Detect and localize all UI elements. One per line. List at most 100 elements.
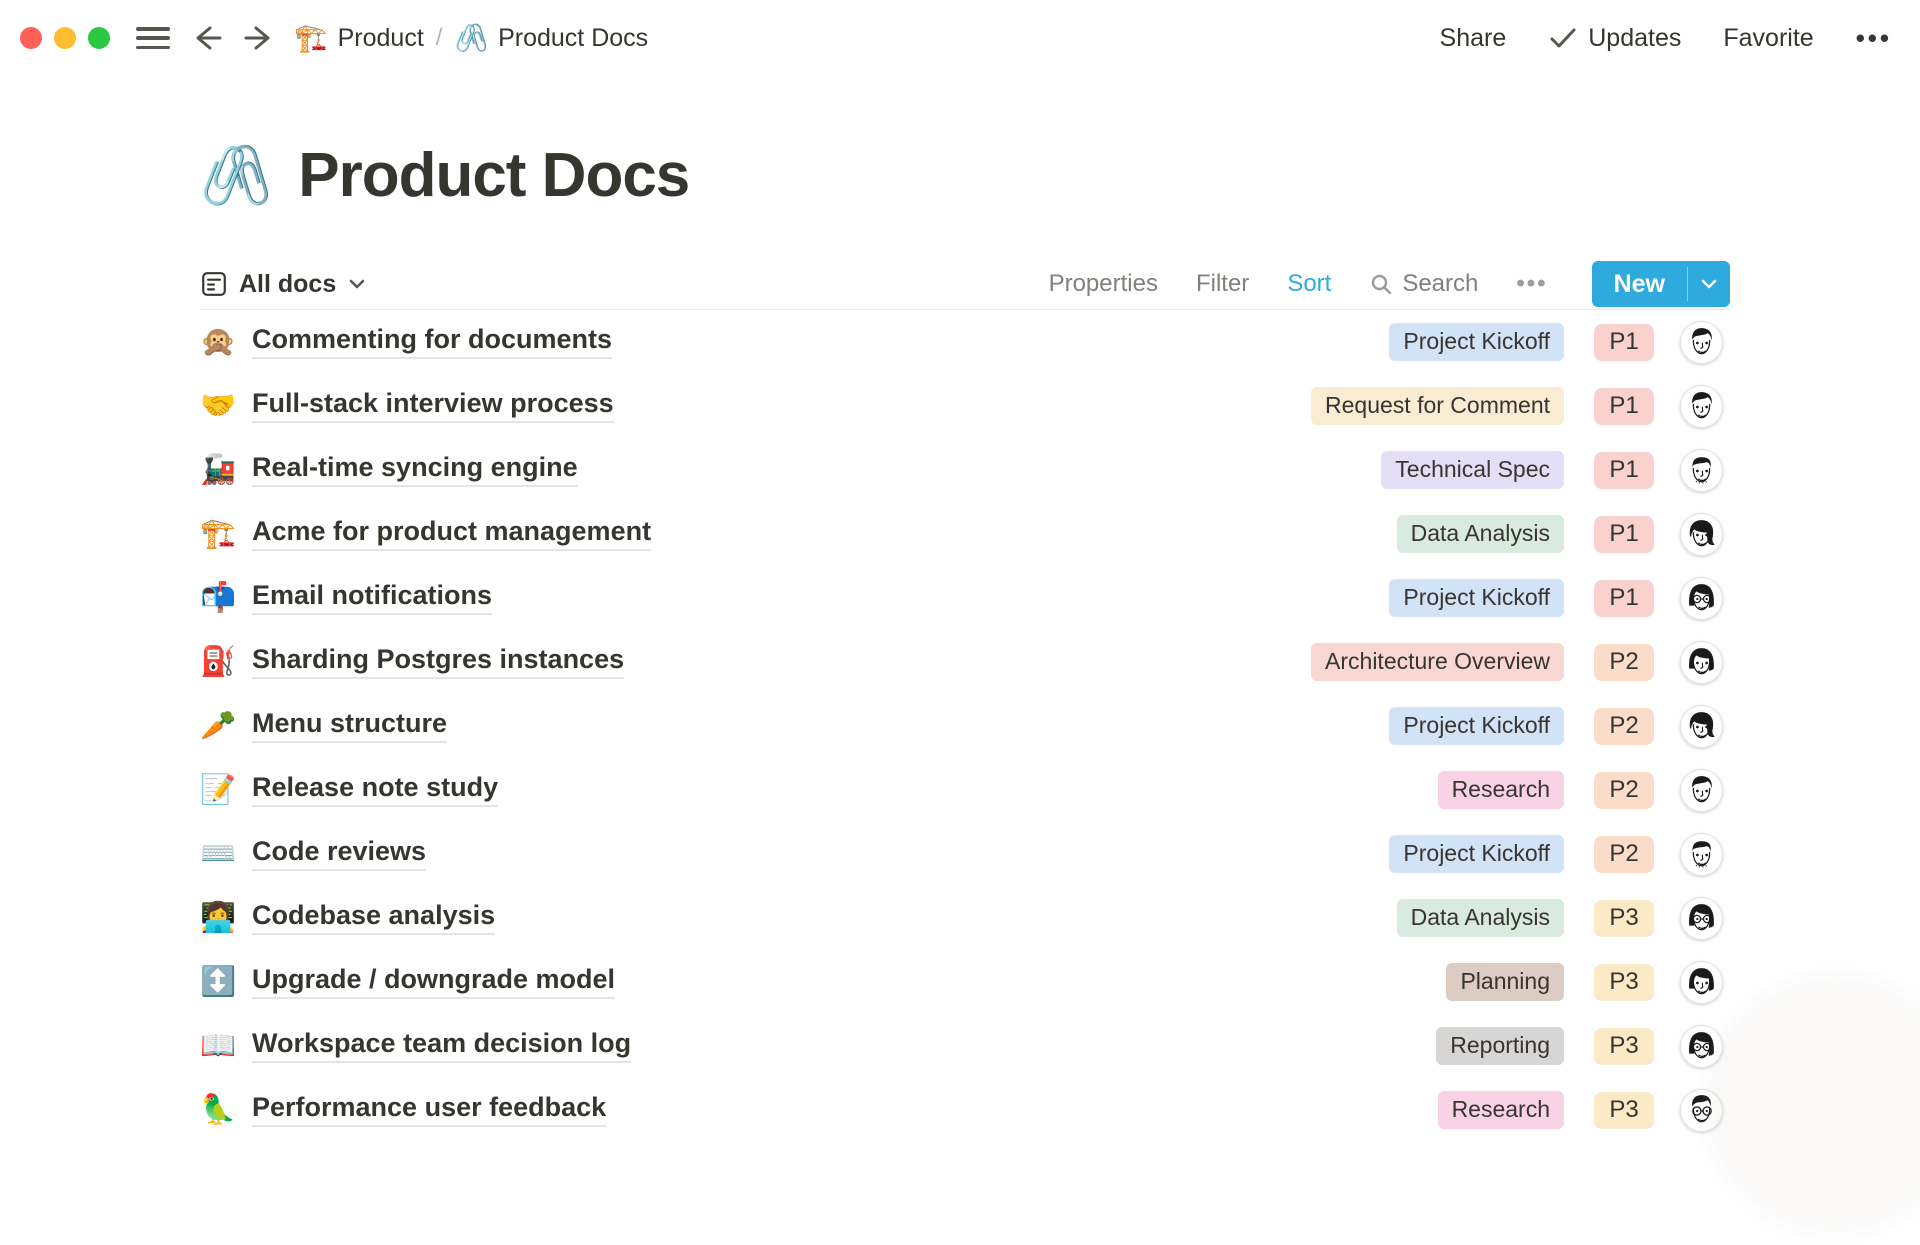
assignee-avatar[interactable] bbox=[1680, 833, 1723, 876]
breadcrumb-label: Product bbox=[338, 24, 424, 53]
doc-row[interactable]: ↕️Upgrade / downgrade model Planning P3 bbox=[200, 950, 1730, 1014]
priority-badge[interactable]: P2 bbox=[1594, 708, 1654, 745]
priority-badge[interactable]: P1 bbox=[1594, 452, 1654, 489]
assignee-avatar[interactable] bbox=[1680, 769, 1723, 812]
priority-badge[interactable]: P3 bbox=[1594, 900, 1654, 937]
doc-title-link[interactable]: Email notifications bbox=[252, 581, 492, 616]
chevron-down-icon bbox=[1699, 277, 1719, 291]
doc-type-tag[interactable]: Data Analysis bbox=[1397, 899, 1564, 937]
doc-emoji-icon: 🥕 bbox=[200, 709, 252, 743]
doc-title-link[interactable]: Menu structure bbox=[252, 709, 447, 744]
doc-title-link[interactable]: Sharding Postgres instances bbox=[252, 645, 624, 680]
doc-title-link[interactable]: Commenting for documents bbox=[252, 325, 612, 360]
priority-badge[interactable]: P2 bbox=[1594, 836, 1654, 873]
assignee-avatar[interactable] bbox=[1680, 1089, 1723, 1132]
breadcrumb-separator: / bbox=[436, 24, 443, 52]
page-icon-paperclips[interactable]: 🖇️ bbox=[200, 142, 272, 210]
minimize-window-button[interactable] bbox=[54, 27, 76, 49]
doc-type-tag[interactable]: Project Kickoff bbox=[1389, 707, 1564, 745]
priority-badge[interactable]: P3 bbox=[1594, 1028, 1654, 1065]
back-arrow-icon[interactable] bbox=[188, 22, 224, 54]
doc-title-link[interactable]: Upgrade / downgrade model bbox=[252, 965, 615, 1000]
doc-title-link[interactable]: Full-stack interview process bbox=[252, 389, 614, 424]
priority-badge[interactable]: P1 bbox=[1594, 324, 1654, 361]
doc-type-tag[interactable]: Reporting bbox=[1436, 1027, 1564, 1065]
favorite-button[interactable]: Favorite bbox=[1723, 24, 1813, 53]
doc-emoji-icon: 📝 bbox=[200, 773, 252, 807]
doc-row[interactable]: 📖Workspace team decision log Reporting P3 bbox=[200, 1014, 1730, 1078]
new-button[interactable]: New bbox=[1592, 261, 1687, 307]
forward-arrow-icon[interactable] bbox=[242, 22, 278, 54]
doc-emoji-icon: ⛽ bbox=[200, 645, 252, 679]
new-button-group: New bbox=[1592, 261, 1730, 307]
doc-emoji-icon: ↕️ bbox=[200, 965, 252, 999]
search-button[interactable]: Search bbox=[1369, 270, 1478, 298]
close-window-button[interactable] bbox=[20, 27, 42, 49]
page-title: Product Docs bbox=[298, 140, 689, 211]
filter-button[interactable]: Filter bbox=[1196, 270, 1249, 298]
doc-type-tag[interactable]: Project Kickoff bbox=[1389, 579, 1564, 617]
doc-title-link[interactable]: Codebase analysis bbox=[252, 901, 495, 936]
breadcrumb-item-product-docs[interactable]: 🖇️ Product Docs bbox=[454, 22, 648, 54]
priority-badge[interactable]: P2 bbox=[1594, 644, 1654, 681]
properties-button[interactable]: Properties bbox=[1049, 270, 1158, 298]
doc-row[interactable]: 🤝Full-stack interview process Request for… bbox=[200, 374, 1730, 438]
assignee-avatar[interactable] bbox=[1680, 577, 1723, 620]
doc-title-link[interactable]: Workspace team decision log bbox=[252, 1029, 631, 1064]
priority-badge[interactable]: P1 bbox=[1594, 580, 1654, 617]
sidebar-toggle-icon[interactable] bbox=[136, 25, 170, 51]
priority-badge[interactable]: P1 bbox=[1594, 388, 1654, 425]
assignee-avatar[interactable] bbox=[1680, 641, 1723, 684]
assignee-avatar[interactable] bbox=[1680, 321, 1723, 364]
breadcrumb-item-product[interactable]: 🏗️ Product bbox=[294, 22, 424, 54]
doc-row[interactable]: 🚂Real-time syncing engine Technical Spec P… bbox=[200, 438, 1730, 502]
doc-emoji-icon: 📖 bbox=[200, 1029, 252, 1063]
paperclips-emoji-icon: 🖇️ bbox=[454, 22, 488, 54]
new-button-dropdown[interactable] bbox=[1688, 261, 1730, 307]
doc-title-link[interactable]: Real-time syncing engine bbox=[252, 453, 578, 488]
doc-row[interactable]: ⛽Sharding Postgres instances Architecture… bbox=[200, 630, 1730, 694]
doc-title-link[interactable]: Release note study bbox=[252, 773, 498, 808]
share-button[interactable]: Share bbox=[1440, 24, 1507, 53]
assignee-avatar[interactable] bbox=[1680, 1025, 1723, 1068]
doc-type-tag[interactable]: Data Analysis bbox=[1397, 515, 1564, 553]
doc-emoji-icon: 🚂 bbox=[200, 453, 252, 487]
assignee-avatar[interactable] bbox=[1680, 897, 1723, 940]
priority-badge[interactable]: P1 bbox=[1594, 516, 1654, 553]
zoom-window-button[interactable] bbox=[88, 27, 110, 49]
priority-badge[interactable]: P2 bbox=[1594, 772, 1654, 809]
sort-button[interactable]: Sort bbox=[1287, 270, 1331, 298]
doc-type-tag[interactable]: Project Kickoff bbox=[1389, 323, 1564, 361]
assignee-avatar[interactable] bbox=[1680, 385, 1723, 428]
view-switcher-all-docs[interactable]: All docs bbox=[200, 270, 367, 299]
doc-row[interactable]: 🥕Menu structure Project Kickoff P2 bbox=[200, 694, 1730, 758]
doc-type-tag[interactable]: Project Kickoff bbox=[1389, 835, 1564, 873]
window-more-options-icon[interactable]: ••• bbox=[1856, 23, 1892, 54]
doc-type-tag[interactable]: Request for Comment bbox=[1311, 387, 1564, 425]
assignee-avatar[interactable] bbox=[1680, 513, 1723, 556]
doc-type-tag[interactable]: Architecture Overview bbox=[1311, 643, 1564, 681]
doc-type-tag[interactable]: Technical Spec bbox=[1381, 451, 1564, 489]
doc-title-link[interactable]: Acme for product management bbox=[252, 517, 651, 552]
doc-emoji-icon: 🤝 bbox=[200, 389, 252, 423]
priority-badge[interactable]: P3 bbox=[1594, 1092, 1654, 1129]
priority-badge[interactable]: P3 bbox=[1594, 964, 1654, 1001]
doc-title-link[interactable]: Code reviews bbox=[252, 837, 426, 872]
assignee-avatar[interactable] bbox=[1680, 705, 1723, 748]
doc-type-tag[interactable]: Planning bbox=[1446, 963, 1564, 1001]
updates-button[interactable]: Updates bbox=[1548, 24, 1681, 53]
doc-title-link[interactable]: Performance user feedback bbox=[252, 1093, 606, 1128]
doc-type-tag[interactable]: Research bbox=[1438, 771, 1564, 809]
doc-list-view-icon bbox=[200, 270, 228, 298]
assignee-avatar[interactable] bbox=[1680, 449, 1723, 492]
doc-row[interactable]: 📝Release note study Research P2 bbox=[200, 758, 1730, 822]
toolbar-more-options-icon[interactable]: ••• bbox=[1516, 270, 1547, 298]
assignee-avatar[interactable] bbox=[1680, 961, 1723, 1004]
doc-type-tag[interactable]: Research bbox=[1438, 1091, 1564, 1129]
